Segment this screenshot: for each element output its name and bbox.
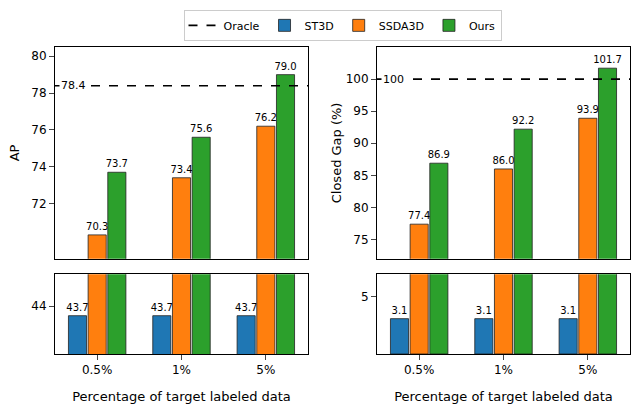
svg-text:100: 100 (346, 72, 369, 86)
svg-text:74: 74 (31, 160, 46, 174)
svg-text:3.1: 3.1 (392, 305, 408, 316)
svg-text:1%: 1% (172, 363, 191, 377)
svg-text:78.4: 78.4 (61, 79, 86, 92)
svg-text:43.7: 43.7 (151, 302, 173, 313)
svg-text:AP: AP (7, 144, 22, 161)
svg-text:86.9: 86.9 (428, 149, 450, 160)
svg-text:78: 78 (31, 86, 46, 100)
svg-text:43.7: 43.7 (66, 302, 88, 313)
svg-text:0.5%: 0.5% (404, 363, 435, 377)
svg-text:95: 95 (353, 104, 368, 118)
svg-text:80: 80 (353, 201, 368, 215)
svg-text:44: 44 (31, 299, 46, 313)
svg-text:43.7: 43.7 (235, 302, 257, 313)
svg-text:3.1: 3.1 (560, 305, 576, 316)
svg-text:ST3D: ST3D (305, 20, 334, 33)
svg-text:0.5%: 0.5% (82, 363, 113, 377)
svg-text:Closed Gap (%): Closed Gap (%) (329, 103, 344, 204)
svg-text:72: 72 (31, 197, 46, 211)
svg-text:85: 85 (353, 169, 368, 183)
svg-text:5%: 5% (256, 363, 275, 377)
svg-text:77.4: 77.4 (408, 210, 430, 221)
svg-text:70.3: 70.3 (86, 221, 108, 232)
svg-text:SSDA3D: SSDA3D (379, 20, 424, 33)
svg-text:Oracle: Oracle (224, 20, 260, 33)
svg-text:92.2: 92.2 (512, 115, 534, 126)
svg-text:76.2: 76.2 (255, 112, 277, 123)
svg-text:73.7: 73.7 (106, 158, 128, 169)
svg-text:73.4: 73.4 (170, 164, 192, 175)
svg-text:1%: 1% (494, 363, 513, 377)
svg-text:100: 100 (383, 73, 404, 86)
svg-text:101.7: 101.7 (593, 54, 622, 65)
svg-text:5: 5 (361, 290, 369, 304)
svg-text:79.0: 79.0 (274, 61, 296, 72)
svg-text:93.9: 93.9 (577, 104, 599, 115)
svg-text:86.0: 86.0 (492, 155, 514, 166)
svg-text:Percentage of target labeled d: Percentage of target labeled data (72, 389, 291, 404)
svg-text:75: 75 (353, 233, 368, 247)
svg-text:90: 90 (353, 136, 368, 150)
svg-text:3.1: 3.1 (476, 305, 492, 316)
svg-text:5%: 5% (578, 363, 597, 377)
svg-text:Percentage of target labeled d: Percentage of target labeled data (394, 389, 613, 404)
svg-text:Ours: Ours (469, 20, 495, 33)
svg-text:80: 80 (31, 49, 46, 63)
svg-text:76: 76 (31, 123, 46, 137)
svg-text:75.6: 75.6 (190, 123, 212, 134)
